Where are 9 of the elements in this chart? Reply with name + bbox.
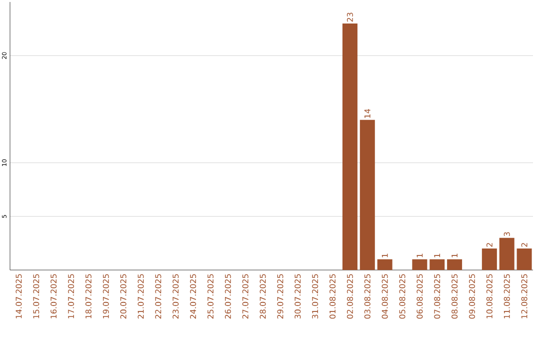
bar — [482, 248, 497, 270]
bar — [412, 259, 428, 270]
bar — [377, 259, 392, 270]
bar — [342, 23, 358, 270]
bar — [499, 238, 514, 270]
bar — [447, 259, 462, 270]
bar — [360, 120, 375, 270]
bar — [516, 248, 532, 270]
bar — [430, 259, 445, 270]
